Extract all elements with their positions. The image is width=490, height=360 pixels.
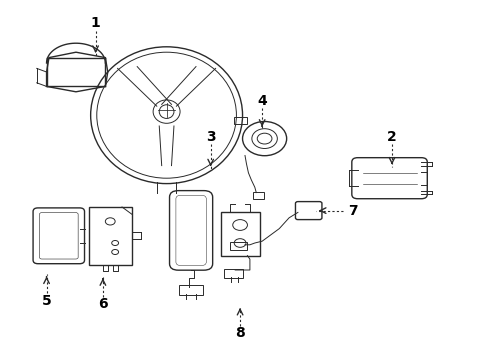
Text: 5: 5 bbox=[42, 294, 51, 307]
Text: 6: 6 bbox=[98, 297, 108, 311]
Text: 1: 1 bbox=[91, 17, 100, 30]
Text: 8: 8 bbox=[235, 326, 245, 340]
Text: 3: 3 bbox=[206, 130, 216, 144]
Text: 2: 2 bbox=[387, 130, 397, 144]
Text: 7: 7 bbox=[348, 204, 358, 217]
Ellipse shape bbox=[153, 100, 180, 123]
Bar bbox=[89, 207, 132, 265]
Text: 4: 4 bbox=[257, 94, 267, 108]
Bar bbox=[220, 212, 260, 256]
